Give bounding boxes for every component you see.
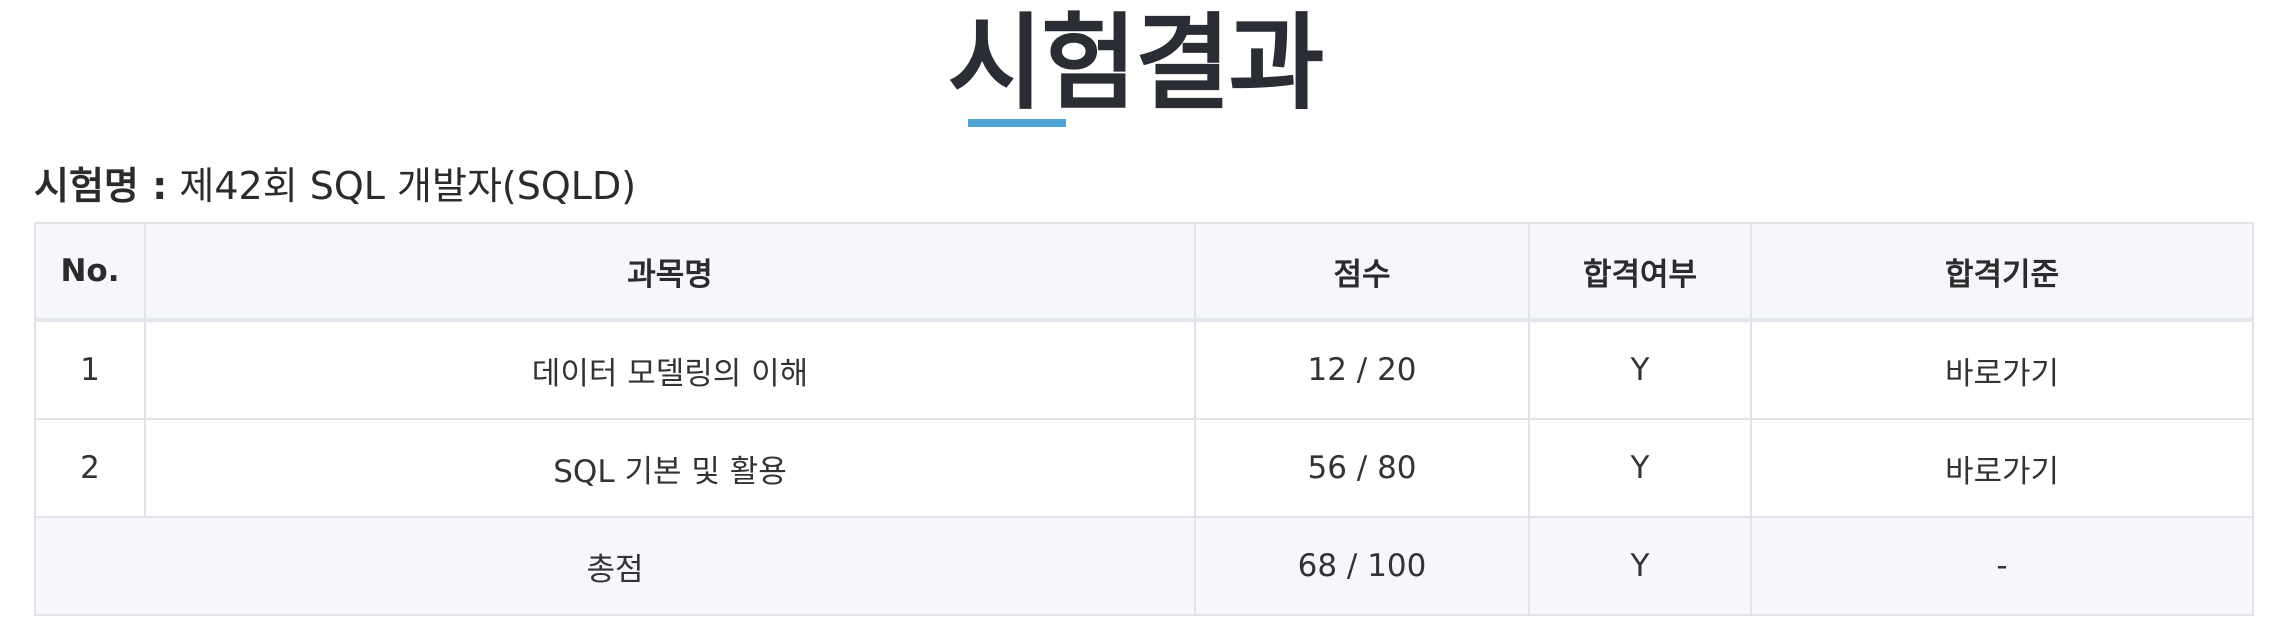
criteria-link[interactable]: 바로가기 bbox=[1944, 453, 2060, 490]
header-score: 점수 bbox=[1194, 222, 1530, 322]
exam-name-label: 시험명 : bbox=[34, 164, 168, 208]
result-table: No. 과목명 점수 합격여부 합격기준 1 데이터 모델링의 이해 12 / … bbox=[34, 222, 2254, 616]
total-score: 68 / 100 bbox=[1194, 516, 1530, 616]
table-row: 2 SQL 기본 및 활용 56 / 80 Y 바로가기 bbox=[34, 418, 2254, 518]
cell-subject: 데이터 모델링의 이해 bbox=[144, 319, 1196, 420]
header-criteria: 합격기준 bbox=[1750, 222, 2254, 322]
table-header-row: No. 과목명 점수 합격여부 합격기준 bbox=[34, 222, 2254, 322]
total-pass: Y bbox=[1528, 516, 1752, 616]
total-criteria: - bbox=[1750, 516, 2254, 616]
cell-criteria: 바로가기 bbox=[1750, 319, 2254, 420]
cell-pass: Y bbox=[1528, 418, 1752, 518]
cell-no: 2 bbox=[34, 418, 146, 518]
header-pass: 합격여부 bbox=[1528, 222, 1752, 322]
cell-pass: Y bbox=[1528, 319, 1752, 420]
header-subject: 과목명 bbox=[144, 222, 1196, 322]
page-title: 시험결과 bbox=[947, 2, 1325, 124]
table-row: 1 데이터 모델링의 이해 12 / 20 Y 바로가기 bbox=[34, 319, 2254, 420]
criteria-link[interactable]: 바로가기 bbox=[1944, 355, 2060, 392]
cell-score: 56 / 80 bbox=[1194, 418, 1530, 518]
cell-criteria: 바로가기 bbox=[1750, 418, 2254, 518]
total-row: 총점 68 / 100 Y - bbox=[34, 516, 2254, 616]
exam-name-value: 제42회 SQL 개발자(SQLD) bbox=[179, 164, 637, 208]
exam-name-line: 시험명 : 제42회 SQL 개발자(SQLD) bbox=[34, 158, 636, 214]
total-label: 총점 bbox=[34, 516, 1196, 616]
cell-subject: SQL 기본 및 활용 bbox=[144, 418, 1196, 518]
cell-score: 12 / 20 bbox=[1194, 319, 1530, 420]
header-no: No. bbox=[34, 222, 146, 322]
cell-no: 1 bbox=[34, 319, 146, 420]
title-accent-underline bbox=[968, 119, 1066, 127]
